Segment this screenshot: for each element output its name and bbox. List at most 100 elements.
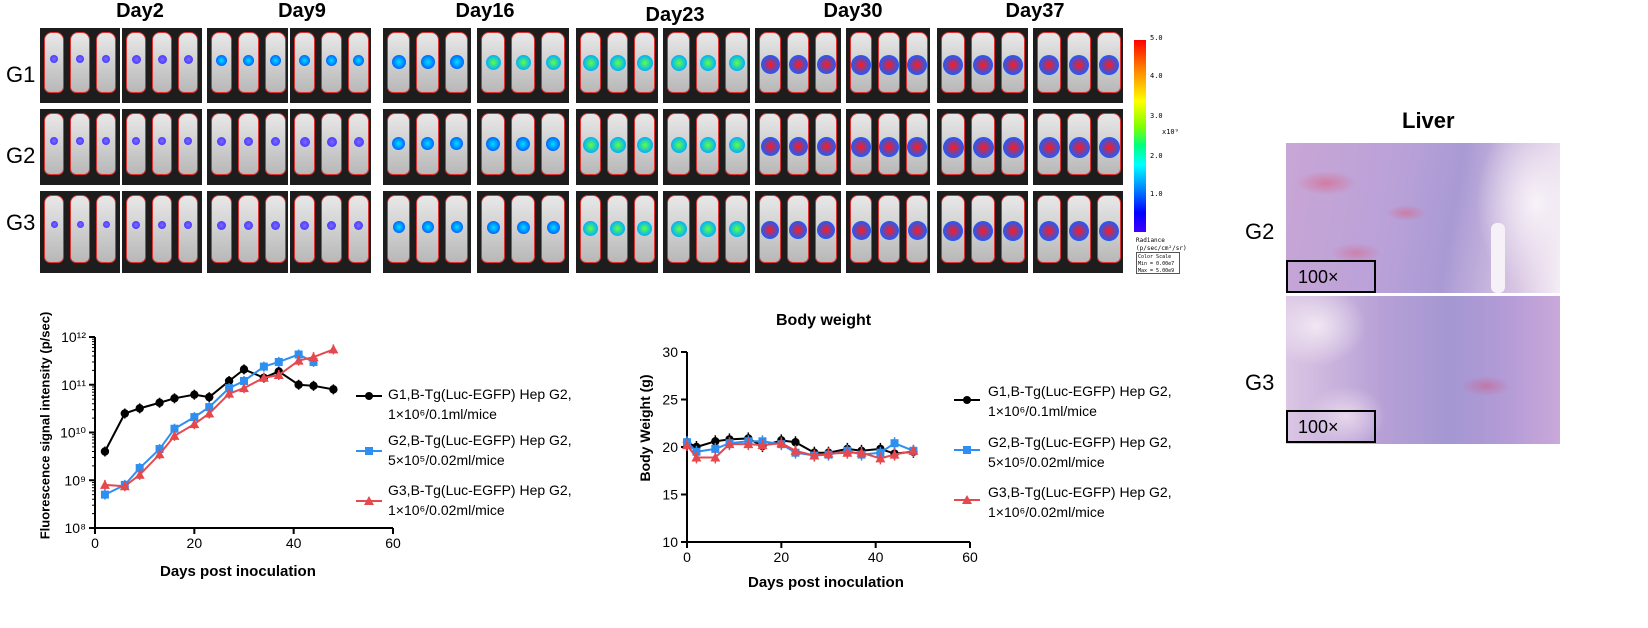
mouse-body	[481, 195, 505, 263]
data-point-g1	[190, 390, 199, 399]
bioluminescence-signal	[76, 221, 84, 229]
data-point-g2	[294, 350, 303, 359]
bioluminescence-signal	[609, 55, 626, 72]
bioluminescence-signal	[973, 221, 993, 242]
bioluminescence-signal	[420, 55, 435, 70]
bioluminescence-signal	[879, 55, 899, 76]
mouse-body	[211, 113, 232, 175]
mouse-body	[667, 113, 690, 175]
mouse-imaging-panel	[122, 191, 202, 273]
bioluminescence-signal	[546, 221, 560, 235]
bioluminescence-signal	[299, 136, 310, 147]
bioluminescence-signal	[760, 55, 780, 75]
mouse-imaging-panel	[755, 109, 841, 185]
data-point-g1	[100, 447, 110, 456]
bioluminescence-signal	[1002, 136, 1024, 158]
data-point-g2	[711, 444, 720, 453]
data-point-g3	[724, 439, 735, 449]
bioluminescence-signal	[973, 55, 993, 76]
data-point-g3	[889, 449, 900, 459]
bioluminescence-signal	[670, 221, 687, 238]
data-point-g2	[135, 464, 144, 473]
bioluminescence-signal	[450, 136, 463, 150]
mouse-body	[1067, 195, 1091, 263]
x-tick-label: 0	[91, 535, 99, 551]
bioluminescence-signal	[879, 221, 899, 241]
data-point-g3	[875, 453, 886, 463]
mouse-body	[607, 195, 628, 263]
bioluminescence-signal	[421, 221, 434, 234]
data-point-g1	[239, 365, 249, 374]
y-tick-label: 10¹¹	[61, 377, 86, 393]
bioluminescence-signal	[132, 136, 140, 145]
colorbar-exponent: x10⁹	[1162, 128, 1179, 136]
mouse-imaging-panel	[40, 191, 120, 273]
bioluminescence-signal	[243, 55, 254, 67]
mouse-body	[878, 113, 900, 175]
data-point-g3	[224, 388, 235, 398]
mouse-body	[511, 32, 535, 93]
bioluminescence-signal	[816, 136, 836, 156]
data-point-g3	[776, 438, 787, 448]
mouse-imaging-panel	[937, 109, 1028, 185]
y-tick-label: 20	[662, 439, 678, 455]
bioluminescence-signal	[851, 221, 871, 241]
mouse-imaging-panel	[755, 191, 841, 273]
mouse-body	[725, 113, 748, 175]
data-point-g3	[682, 440, 692, 450]
bioluminescence-signal	[486, 221, 500, 235]
body-weight-chart: 0 20 40 60 10 15 20 25 30	[662, 344, 978, 565]
bioluminescence-signal	[907, 55, 927, 76]
mouse-body	[445, 32, 468, 93]
chart1-legend-g1-line1: G1,B-Tg(Luc-EGFP) Hep G2,	[388, 386, 572, 402]
mouse-body	[580, 113, 601, 175]
mouse-imaging-panel	[290, 109, 371, 185]
data-point-g1	[205, 392, 214, 402]
bioluminescence-signal	[789, 221, 807, 240]
mouse-body	[634, 113, 655, 175]
mouse-body	[1001, 113, 1025, 175]
data-point-g3	[823, 448, 834, 458]
mouse-imaging-panel	[477, 28, 569, 103]
mouse-body	[941, 195, 965, 263]
bioluminescence-signal	[788, 136, 808, 156]
bioluminescence-signal	[851, 136, 871, 157]
x-tick-label: 60	[385, 535, 401, 551]
mouse-body	[667, 195, 690, 263]
mouse-imaging-panel	[846, 191, 930, 273]
mouse-imaging-panel	[207, 109, 288, 185]
chart2-legend-g2-line2: 5×10⁵/0.02ml/mice	[988, 454, 1105, 470]
chart2-ylabel: Body Weight (g)	[637, 374, 653, 482]
colorbar-units: Radiance (p/sec/cm²/sr)	[1136, 237, 1187, 252]
mouse-imaging-panel	[1033, 191, 1123, 273]
data-point-g1	[294, 380, 303, 389]
magnification-label-g2: 100×	[1286, 260, 1376, 293]
mouse-imaging-panel	[290, 191, 371, 273]
bioluminescence-signal	[158, 136, 166, 145]
data-point-g3	[743, 439, 754, 449]
mouse-body	[541, 113, 565, 175]
data-point-g3	[204, 408, 215, 418]
chart2-legend-g3-line2: 1×10⁶/0.02ml/mice	[988, 504, 1105, 520]
bioluminescence-signal	[636, 136, 653, 153]
mouse-body	[815, 113, 837, 175]
mouse-imaging-panel	[383, 191, 471, 273]
data-point-g1	[329, 385, 338, 394]
mouse-imaging-panel	[937, 28, 1028, 103]
day-header-9: Day9	[278, 0, 326, 22]
mouse-body	[634, 32, 655, 93]
day-header-30: Day30	[823, 0, 883, 22]
x-tick-label: 60	[962, 549, 978, 565]
bioluminescence-signal	[670, 136, 687, 153]
day-header-37: Day37	[1005, 0, 1065, 22]
mouse-body	[44, 32, 64, 93]
y-tick-label: 25	[662, 392, 678, 408]
bioluminescence-signal	[728, 136, 745, 153]
chart2-legend-markers	[954, 396, 980, 504]
y-tick-label: 10¹⁰	[60, 425, 86, 441]
bioluminescence-signal	[942, 136, 964, 158]
mouse-body	[906, 113, 928, 175]
bioluminescence-signal	[1039, 221, 1059, 242]
mouse-body	[265, 32, 286, 93]
bioluminescence-signal	[392, 136, 405, 150]
